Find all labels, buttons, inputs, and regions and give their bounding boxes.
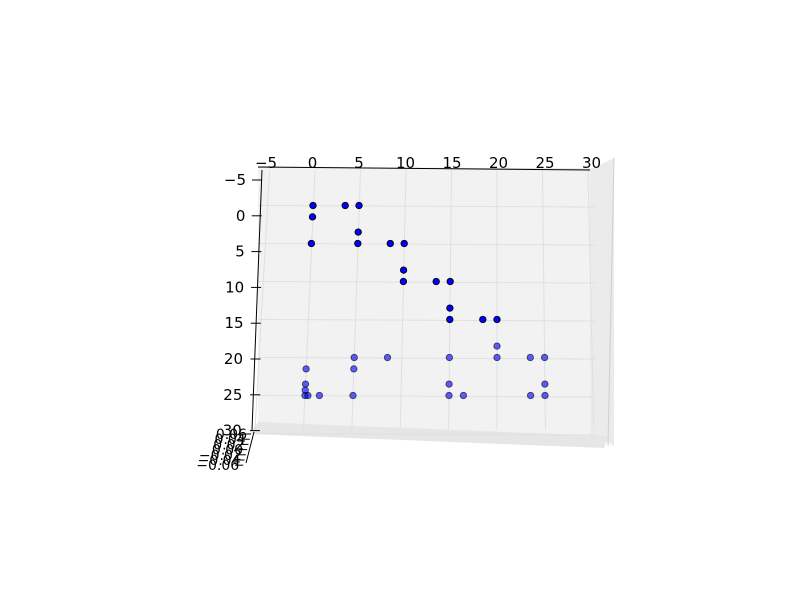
grid-line-y-6	[257, 395, 597, 398]
z-tick-label: 0.02	[213, 437, 244, 453]
scatter-point	[479, 315, 487, 324]
scatter-point	[459, 391, 468, 400]
scatter-point	[446, 315, 454, 324]
pane-floor	[250, 422, 608, 448]
scatter-point	[526, 353, 534, 362]
scatter-point	[350, 353, 358, 362]
y-tick-label: 10	[225, 278, 244, 296]
y-tick-label: 20	[224, 350, 243, 368]
z-axis-line	[245, 431, 255, 464]
scatter-point	[302, 365, 310, 373]
scatter-point	[400, 239, 408, 248]
scatter-point	[354, 228, 362, 236]
x-tick-label: 20	[489, 154, 508, 172]
grid-line-x-3	[399, 169, 407, 431]
z-tick-label: 0.06	[216, 427, 247, 443]
z-tick-labels: −0.06−0.04−0.020.000.020.040.06	[196, 427, 251, 474]
x-axis-line	[257, 166, 591, 171]
scatter-point	[493, 342, 501, 350]
scatter-point	[446, 277, 454, 286]
grid-line-y-4	[257, 319, 597, 322]
scatter-point	[540, 353, 549, 362]
grid-line-x-0	[254, 169, 271, 431]
scatter-point	[350, 365, 358, 373]
y-tick-label: 15	[225, 314, 244, 332]
scatter-point	[354, 239, 362, 248]
pane-right	[590, 158, 614, 446]
z-tick-label: −0.04	[198, 453, 241, 469]
x-tick-label: 5	[354, 154, 364, 172]
scatter-point	[445, 380, 453, 388]
scatter-point	[386, 239, 394, 248]
x-tick-label: 0	[308, 154, 318, 172]
scatter-point	[308, 213, 317, 221]
x-tick-labels: −5 0 5 10 15 20 25 30	[255, 154, 601, 172]
y-tick-label: 0	[236, 207, 246, 225]
grid-line-y-5	[257, 357, 597, 360]
scatter-point	[446, 304, 454, 312]
scatter-point	[541, 380, 549, 388]
scatter-point	[445, 353, 454, 362]
data-points	[301, 201, 549, 400]
y-tick-labels: −5 0 5 10 15 20 25 30	[223, 171, 262, 440]
scatter-point	[445, 391, 453, 400]
x-tick-label: 10	[396, 154, 415, 172]
y-tick-label: 25	[223, 386, 242, 404]
scatter-point	[304, 391, 312, 400]
scatter-point	[315, 391, 324, 400]
scatter-point	[301, 380, 310, 388]
x-tick-label: 15	[442, 154, 461, 172]
y-tick-label: 5	[235, 243, 245, 261]
scatter-point	[309, 201, 317, 210]
grid-line-y-7	[257, 433, 597, 436]
scatter-point	[541, 391, 549, 400]
scatter-point	[493, 315, 501, 324]
scatter-point	[307, 239, 316, 248]
scatter-point	[399, 277, 408, 286]
grid-line-x-2	[351, 169, 362, 431]
scatter-point	[526, 391, 535, 400]
scatter-point	[355, 201, 363, 210]
x-tick-label: 30	[582, 154, 601, 172]
scatter-point	[432, 277, 440, 286]
z-tick-label: 0.00	[212, 443, 243, 459]
grid-line-x-7	[587, 169, 595, 431]
grid-lines	[254, 167, 597, 436]
pane-back	[258, 168, 608, 436]
scatter-point	[341, 201, 349, 210]
z-tick-label: 0.04	[215, 432, 246, 448]
scatter-point	[349, 391, 357, 400]
scatter-point	[399, 266, 408, 274]
x-tick-label: 25	[535, 154, 554, 172]
y-axis-line	[251, 169, 263, 431]
z-tick-label: −0.06	[196, 458, 239, 474]
x-tick-label: −5	[255, 154, 277, 172]
z-tick-label: −0.02	[199, 448, 242, 464]
y-tick-label: −5	[224, 171, 246, 189]
y-tick-label: 30	[223, 422, 242, 440]
scatter-point	[383, 353, 392, 362]
grid-line-y-3	[257, 281, 597, 284]
scatter-point	[493, 353, 501, 362]
pane-right-edge	[607, 157, 615, 447]
